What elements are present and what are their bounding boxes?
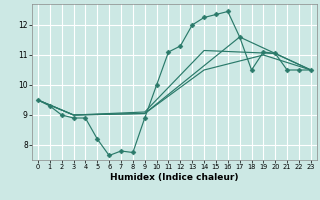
X-axis label: Humidex (Indice chaleur): Humidex (Indice chaleur) [110,173,239,182]
